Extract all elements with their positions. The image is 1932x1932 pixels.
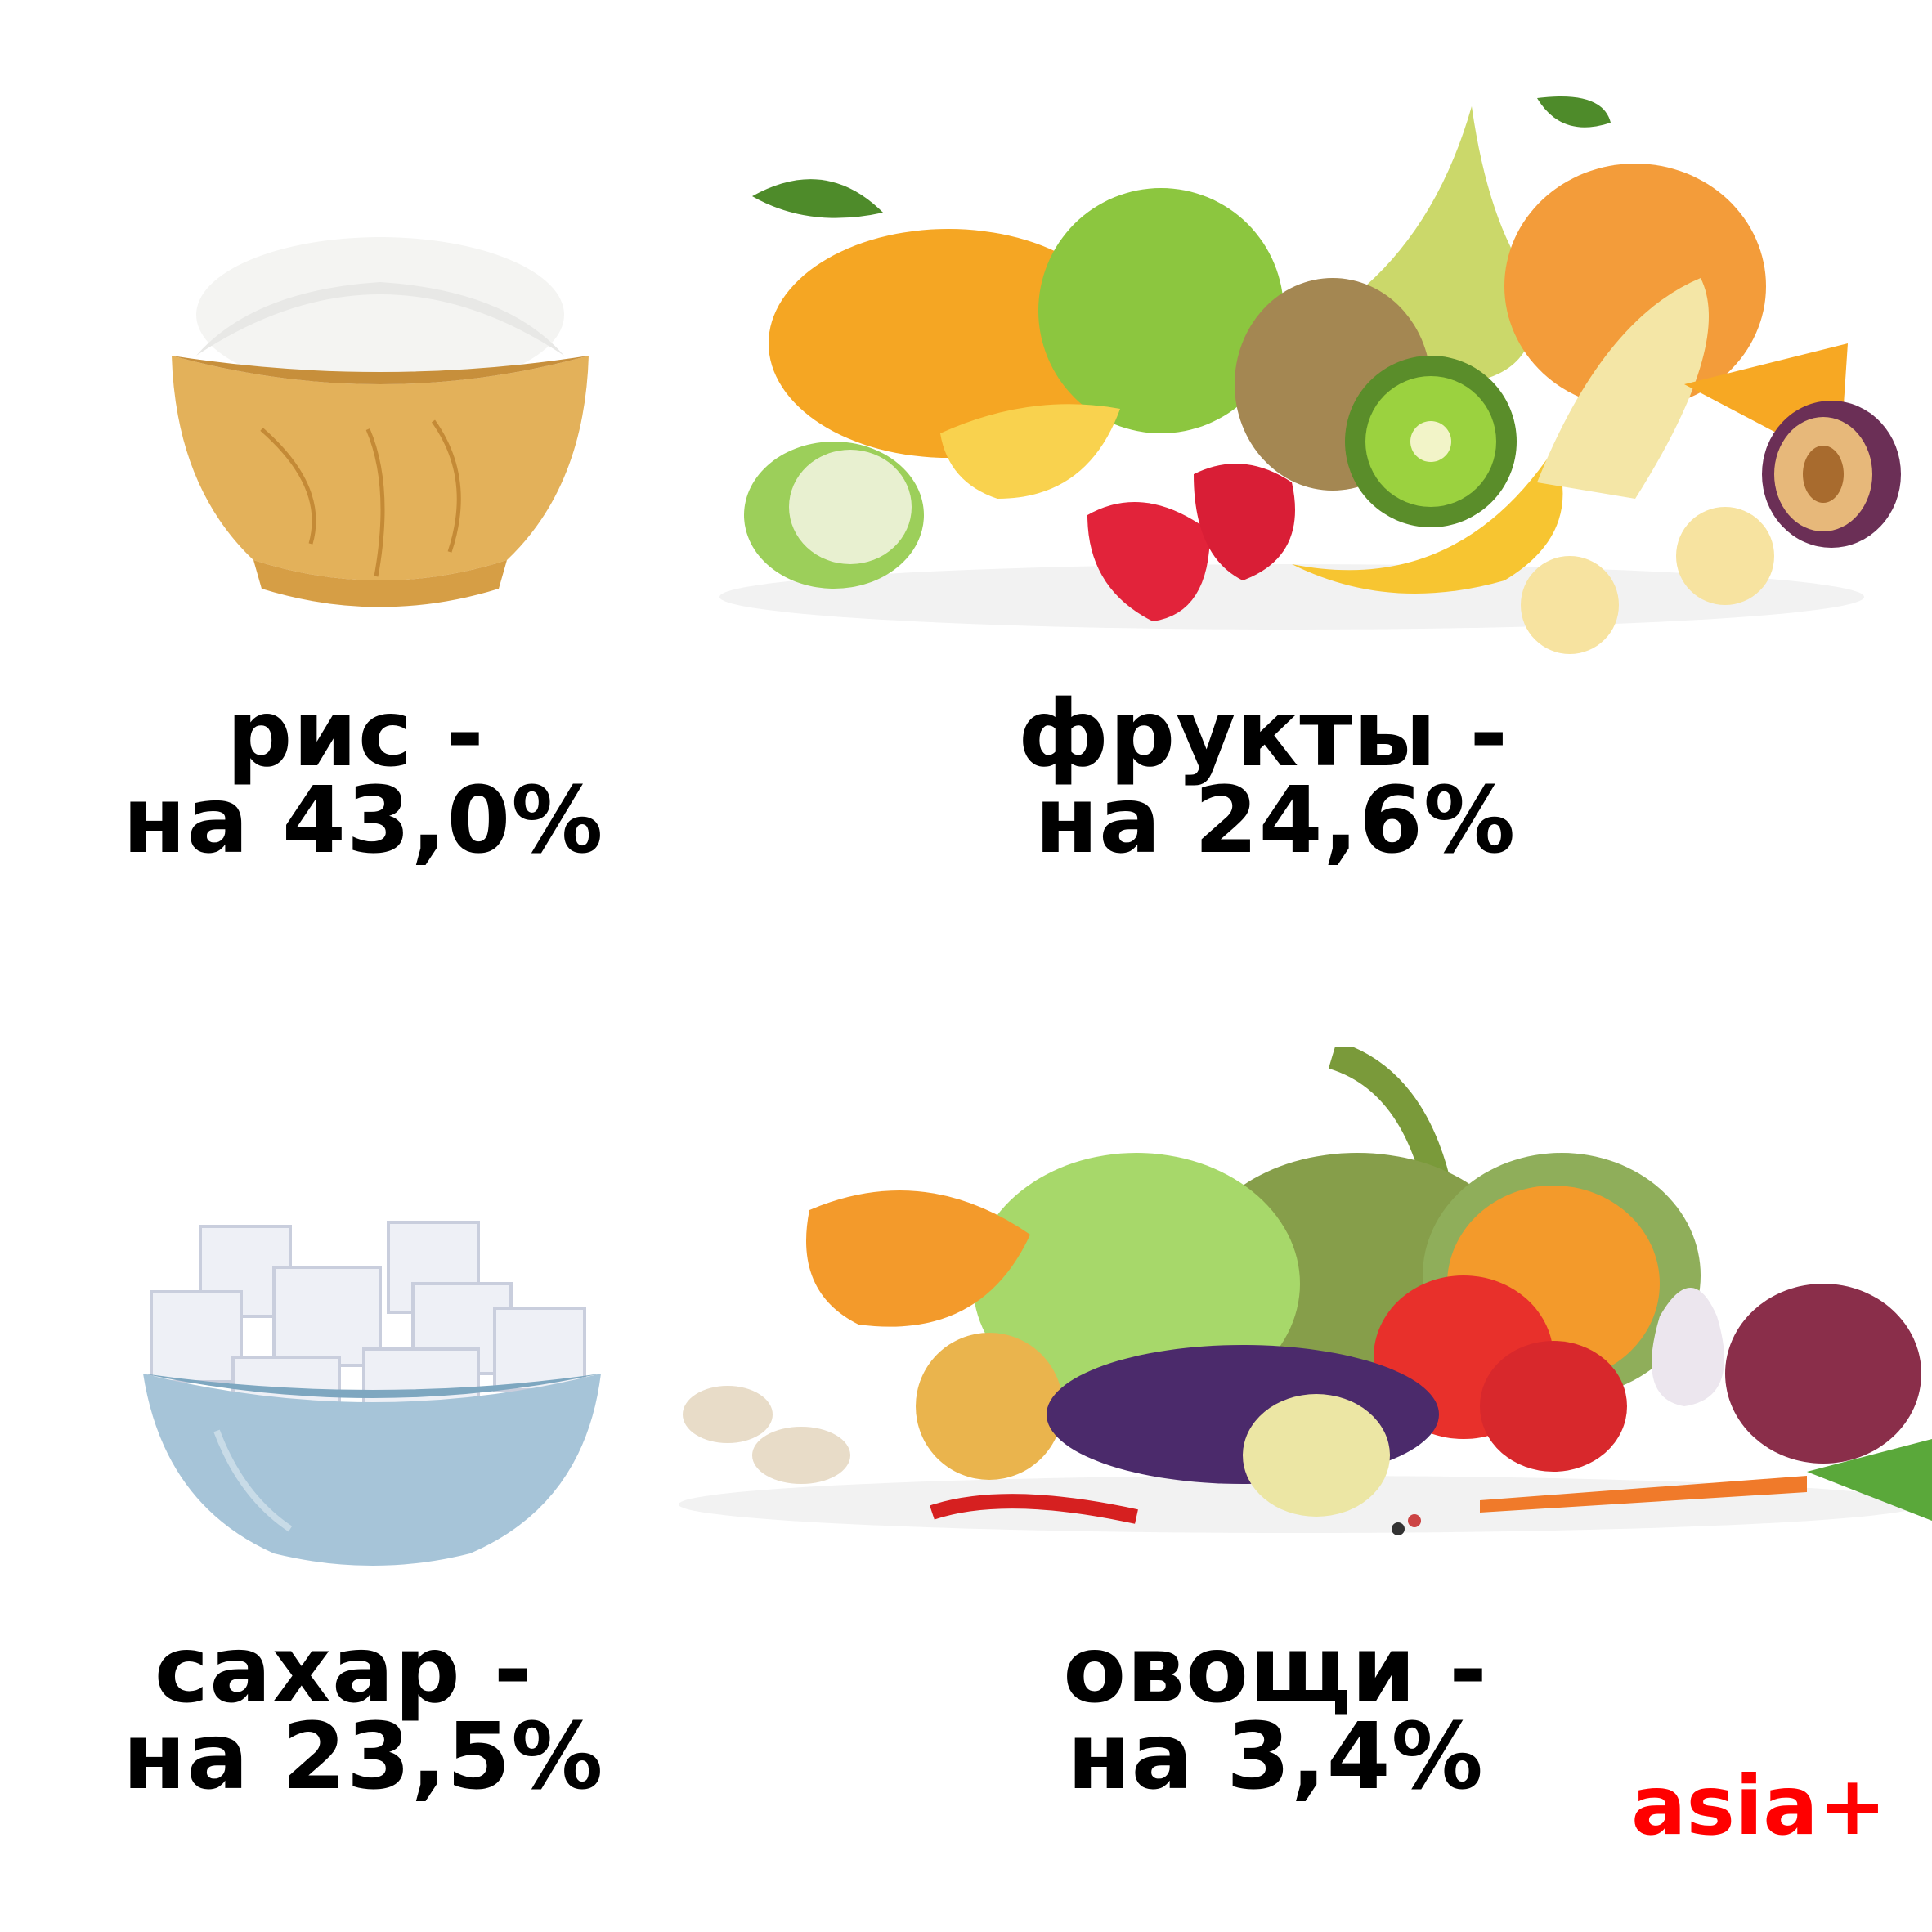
vegetables-label: овощи - на 3,4% <box>1030 1617 1521 1810</box>
sugar-value: на 23,5% <box>123 1704 604 1810</box>
fruits-label: фрукты - на 24,6% <box>1018 688 1521 874</box>
fruits-name: фрукты - <box>1018 681 1508 787</box>
vegetables-name: овощи - <box>1063 1617 1488 1724</box>
sugar-label: сахар - на 23,5% <box>123 1625 604 1810</box>
rice-name: рис - <box>226 681 485 787</box>
fruits-icon <box>719 96 1901 654</box>
vegetables-icon <box>679 1047 1932 1535</box>
rice-bowl-icon <box>172 237 589 607</box>
sugar-bowl-icon <box>143 1221 601 1566</box>
asia-plus-logo: asia+ <box>1631 1758 1887 1854</box>
rice-value: на 43,0% <box>123 768 604 874</box>
vegetables-value: на 3,4% <box>1067 1704 1484 1810</box>
rice-label: рис - на 43,0% <box>123 681 604 874</box>
fruits-value: на 24,6% <box>1034 768 1517 874</box>
sugar-name: сахар - <box>154 1617 533 1724</box>
